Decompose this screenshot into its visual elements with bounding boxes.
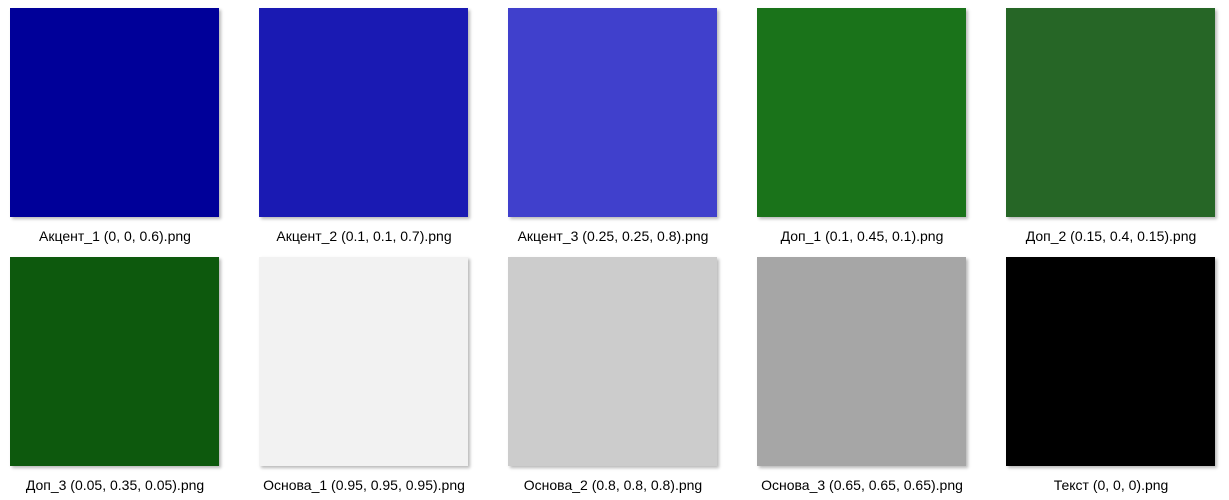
file-tile[interactable]: Акцент_1 (0, 0, 0.6).png: [0, 8, 240, 250]
file-tile[interactable]: Основа_2 (0.8, 0.8, 0.8).png: [498, 257, 738, 499]
file-name-label[interactable]: Акцент_2 (0.1, 0.1, 0.7).png: [276, 228, 452, 244]
file-tile[interactable]: Текст (0, 0, 0).png: [996, 257, 1229, 499]
file-name-label[interactable]: Основа_3 (0.65, 0.65, 0.65).png: [761, 477, 963, 493]
file-tile[interactable]: Основа_1 (0.95, 0.95, 0.95).png: [249, 257, 489, 499]
file-name-label[interactable]: Доп_3 (0.05, 0.35, 0.05).png: [25, 477, 205, 493]
file-name-label[interactable]: Доп_1 (0.1, 0.45, 0.1).png: [780, 228, 944, 244]
image-thumbnail[interactable]: [757, 8, 966, 217]
file-name-label[interactable]: Основа_1 (0.95, 0.95, 0.95).png: [263, 477, 465, 493]
file-tile[interactable]: Акцент_3 (0.25, 0.25, 0.8).png: [498, 8, 738, 250]
image-thumbnail[interactable]: [1006, 8, 1215, 217]
image-thumbnail[interactable]: [757, 257, 966, 466]
file-tile[interactable]: Акцент_2 (0.1, 0.1, 0.7).png: [249, 8, 489, 250]
file-name-label[interactable]: Акцент_3 (0.25, 0.25, 0.8).png: [517, 228, 709, 244]
file-tile[interactable]: Доп_1 (0.1, 0.45, 0.1).png: [747, 8, 987, 250]
file-name-label[interactable]: Текст (0, 0, 0).png: [1053, 477, 1169, 493]
image-thumbnail[interactable]: [259, 257, 468, 466]
file-name-label[interactable]: Основа_2 (0.8, 0.8, 0.8).png: [523, 477, 703, 493]
file-tile[interactable]: Основа_3 (0.65, 0.65, 0.65).png: [747, 257, 987, 499]
image-thumbnail[interactable]: [1006, 257, 1215, 466]
image-thumbnail[interactable]: [10, 8, 219, 217]
image-thumbnail[interactable]: [259, 8, 468, 217]
file-name-label[interactable]: Доп_2 (0.15, 0.4, 0.15).png: [1025, 228, 1197, 244]
file-tile[interactable]: Доп_2 (0.15, 0.4, 0.15).png: [996, 8, 1229, 250]
image-thumbnail[interactable]: [508, 257, 717, 466]
image-thumbnail[interactable]: [508, 8, 717, 217]
image-thumbnail[interactable]: [10, 257, 219, 466]
file-name-label[interactable]: Акцент_1 (0, 0, 0.6).png: [39, 228, 191, 244]
file-tile[interactable]: Доп_3 (0.05, 0.35, 0.05).png: [0, 257, 240, 499]
